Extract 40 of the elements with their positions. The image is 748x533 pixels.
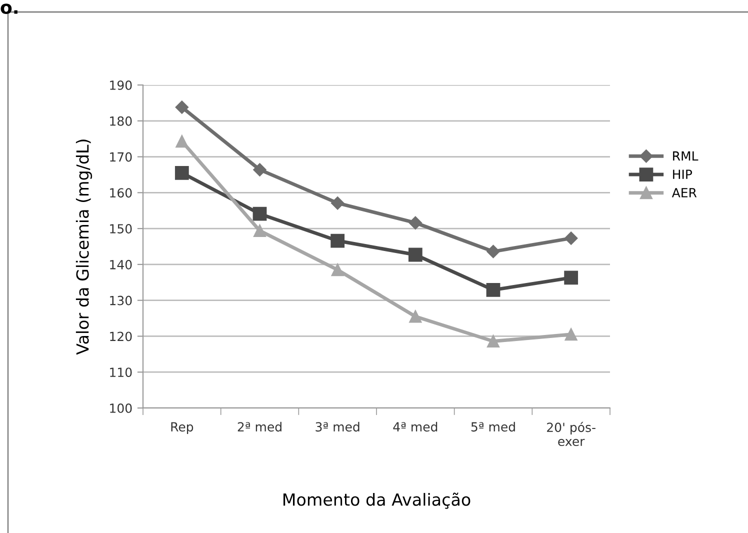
- y-tick-label: 190: [110, 80, 132, 90]
- point: [487, 334, 500, 348]
- x-tick-label: 20' pós- exer: [547, 422, 596, 446]
- x-tick-label: 5ª med: [471, 422, 515, 432]
- point: [564, 270, 578, 285]
- point: [254, 224, 266, 237]
- point: [408, 248, 422, 262]
- point: [564, 232, 578, 245]
- x-tick-label: Rep: [171, 422, 194, 434]
- x-tick-label: 2ª med: [238, 422, 282, 432]
- y-tick-label: 140: [110, 260, 132, 270]
- legend-label: AER: [672, 188, 697, 198]
- point: [175, 100, 189, 114]
- point: [331, 264, 344, 276]
- y-tick-label: 170: [110, 152, 132, 162]
- point: [330, 234, 345, 248]
- y-tick-label: 100: [110, 403, 132, 413]
- legend-label: HIP: [673, 170, 692, 179]
- point: [486, 244, 500, 258]
- point: [174, 166, 189, 180]
- point: [176, 135, 188, 148]
- point: [486, 282, 500, 297]
- y-tick-label: 130: [110, 296, 132, 306]
- y-tick-label: 160: [110, 188, 132, 198]
- point: [330, 196, 344, 210]
- y-tick-label: 180: [110, 116, 132, 126]
- y-axis-title: Valor da Glicemia (mg/dL): [76, 140, 92, 355]
- text: o.: [0, 4, 18, 14]
- x-axis-title: Momento da Avaliação: [283, 492, 470, 509]
- point: [408, 216, 422, 230]
- y-tick-label: 110: [110, 368, 132, 378]
- y-tick-label: 120: [110, 332, 132, 342]
- x-tick-label: 4ª med: [393, 422, 438, 432]
- legend-label: RML: [673, 151, 698, 161]
- point: [252, 206, 267, 221]
- x-tick-label: 3ª med: [316, 422, 360, 432]
- y-tick-label: 150: [110, 224, 132, 234]
- point: [409, 310, 422, 323]
- point: [564, 328, 578, 341]
- point: [253, 163, 266, 176]
